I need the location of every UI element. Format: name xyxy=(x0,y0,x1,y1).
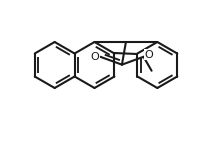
Text: O: O xyxy=(145,50,153,60)
Text: O: O xyxy=(91,52,99,62)
